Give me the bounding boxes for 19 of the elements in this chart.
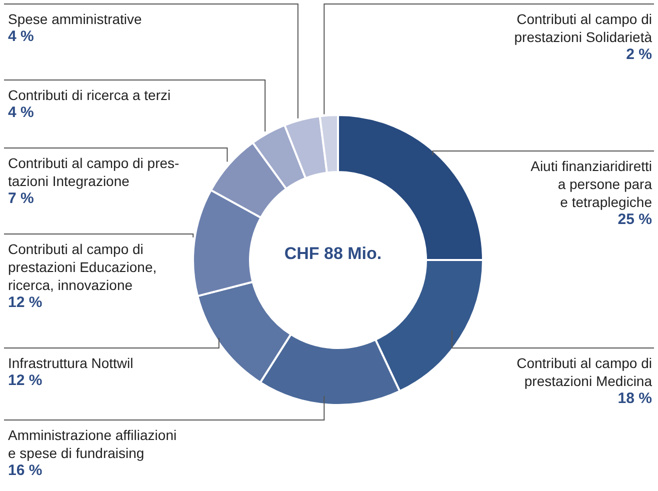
text: CHF 88 Mio. xyxy=(283,244,383,264)
data-label: 16 % xyxy=(8,462,44,480)
data-label: 12 % xyxy=(8,294,44,312)
slice-label: Contributi al campo di prestazioni Educazione, ricerca, innovazione xyxy=(8,240,157,294)
slice-label: Contributi al campo di prestazioni Solidarietà xyxy=(514,10,652,46)
slice-label: Amministrazione affiliazioni e spese di fundraising xyxy=(8,426,177,462)
slice-label: Aiuti finanziaridiretti a persone para e tetraplegiche xyxy=(530,157,652,211)
data-label: 12 % xyxy=(8,372,44,390)
data-label: 2 % xyxy=(625,46,652,64)
slice-label: Contributi di ricerca a terzi xyxy=(8,86,171,104)
data-label: 18 % xyxy=(616,390,652,408)
data-label: 4 % xyxy=(8,104,35,122)
data-label: 25 % xyxy=(616,211,652,229)
data-label: 7 % xyxy=(8,190,35,208)
slice-label: Contributi al campo di prestazioni Medicina xyxy=(516,354,652,390)
slice-label: Contributi al campo di pres- tazioni Integrazione xyxy=(8,154,180,190)
slice-label: Infrastruttura Nottwil xyxy=(8,354,134,372)
data-label: 4 % xyxy=(8,28,35,46)
slice-label: Spese amministrative xyxy=(8,10,142,28)
